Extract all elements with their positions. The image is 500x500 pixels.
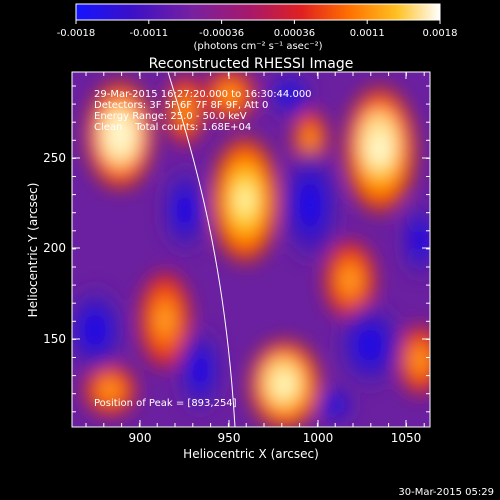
- colorbar-unit-label: (photons cm⁻² s⁻¹ asec⁻²): [193, 41, 322, 52]
- peak-position: Position of Peak = [893,254]: [94, 398, 237, 409]
- info-energy-range: Energy Range: 25.0 - 50.0 keV: [94, 111, 247, 122]
- colorbar-tick-label: -0.0018: [57, 28, 96, 39]
- x-axis-label: Heliocentric X (arcsec): [183, 447, 319, 461]
- info-text: 29-Mar-2015 16:27:20.000 to 16:30:44.000…: [94, 89, 312, 409]
- plot-frame: [71, 71, 431, 428]
- colorbar-tick-label: 0.0011: [350, 28, 385, 39]
- y-tick-label: 250: [43, 151, 66, 165]
- x-tick-label: 1050: [391, 431, 422, 445]
- x-tick-label: 1000: [303, 431, 334, 445]
- colorbar-tick-label: -0.0011: [129, 28, 168, 39]
- y-tick-label: 150: [43, 332, 66, 346]
- footer-date: 30-Mar-2015 05:29: [398, 487, 494, 498]
- info-time-range: 29-Mar-2015 16:27:20.000 to 16:30:44.000: [94, 89, 312, 100]
- colorbar: [75, 3, 441, 21]
- y-tick-label: 200: [43, 241, 66, 255]
- colorbar-tick-label: 0.0018: [423, 28, 458, 39]
- colorbar-ticks: -0.0018 -0.0011 -0.00036 0.00036 0.0011 0.001…: [57, 20, 458, 39]
- plot-title: Reconstructed RHESSI Image: [149, 56, 354, 72]
- axis-ticks: 900 950 1000 1050 250 200 150: [43, 72, 430, 445]
- y-axis-label: Heliocentric Y (arcsec): [26, 183, 40, 318]
- x-tick-label: 900: [129, 431, 152, 445]
- info-counts: Clean Total counts: 1.68E+04: [94, 122, 251, 133]
- colorbar-tick-label: 0.00036: [274, 28, 315, 39]
- rhessi-image: [72, 72, 430, 427]
- colorbar-tick-label: -0.00036: [199, 28, 244, 39]
- x-tick-label: 950: [218, 431, 241, 445]
- info-detectors: Detectors: 3F 5F 6F 7F 8F 9F, Att 0: [94, 100, 268, 111]
- solar-limb-line: [167, 72, 236, 427]
